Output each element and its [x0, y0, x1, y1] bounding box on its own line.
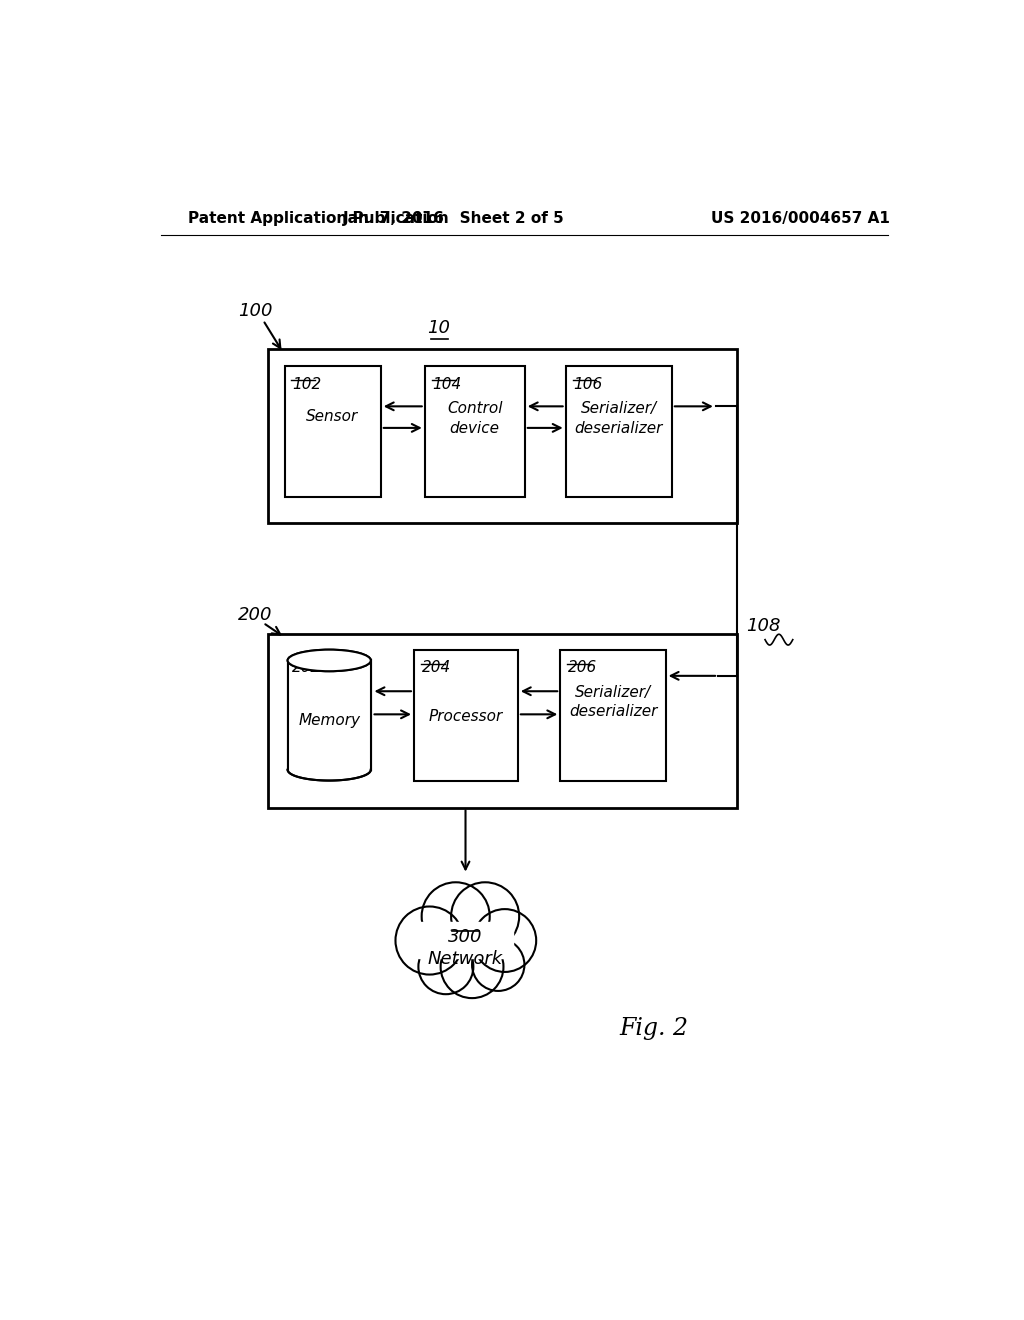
- Circle shape: [473, 909, 537, 972]
- Text: Processor: Processor: [428, 709, 503, 725]
- Bar: [267, 635, 737, 808]
- Bar: [560, 649, 667, 780]
- Text: 108: 108: [746, 616, 781, 635]
- Text: Patent Application Publication: Patent Application Publication: [188, 211, 450, 226]
- Bar: [288, 660, 371, 770]
- Text: Serializer/
deserializer: Serializer/ deserializer: [569, 685, 657, 719]
- Text: Network: Network: [428, 950, 503, 968]
- Bar: [285, 367, 381, 498]
- Text: 202: 202: [292, 660, 321, 676]
- Text: 104: 104: [432, 378, 462, 392]
- Circle shape: [472, 939, 524, 991]
- Text: Fig. 2: Fig. 2: [620, 1016, 689, 1040]
- Bar: [419, 923, 513, 958]
- Text: 100: 100: [238, 302, 272, 319]
- Bar: [267, 350, 737, 523]
- Text: 200: 200: [238, 606, 272, 624]
- Text: 206: 206: [568, 660, 597, 676]
- Bar: [414, 649, 518, 780]
- Text: 106: 106: [573, 378, 602, 392]
- Ellipse shape: [288, 649, 371, 671]
- Text: Memory: Memory: [298, 713, 360, 729]
- Text: Serializer/
deserializer: Serializer/ deserializer: [574, 401, 663, 436]
- Text: 10: 10: [427, 319, 451, 337]
- Text: Jan. 7, 2016   Sheet 2 of 5: Jan. 7, 2016 Sheet 2 of 5: [343, 211, 565, 226]
- Text: Control
device: Control device: [447, 401, 503, 436]
- Text: US 2016/0004657 A1: US 2016/0004657 A1: [711, 211, 890, 226]
- Circle shape: [395, 907, 464, 974]
- Circle shape: [440, 936, 504, 998]
- Text: 204: 204: [422, 660, 451, 676]
- Text: 102: 102: [292, 378, 322, 392]
- Bar: [425, 367, 524, 498]
- Text: 300: 300: [449, 928, 482, 946]
- Ellipse shape: [288, 649, 371, 671]
- Circle shape: [419, 940, 473, 994]
- Bar: [417, 917, 515, 960]
- Bar: [565, 367, 672, 498]
- Circle shape: [422, 882, 489, 950]
- Text: Sensor: Sensor: [306, 409, 358, 424]
- Circle shape: [452, 882, 519, 950]
